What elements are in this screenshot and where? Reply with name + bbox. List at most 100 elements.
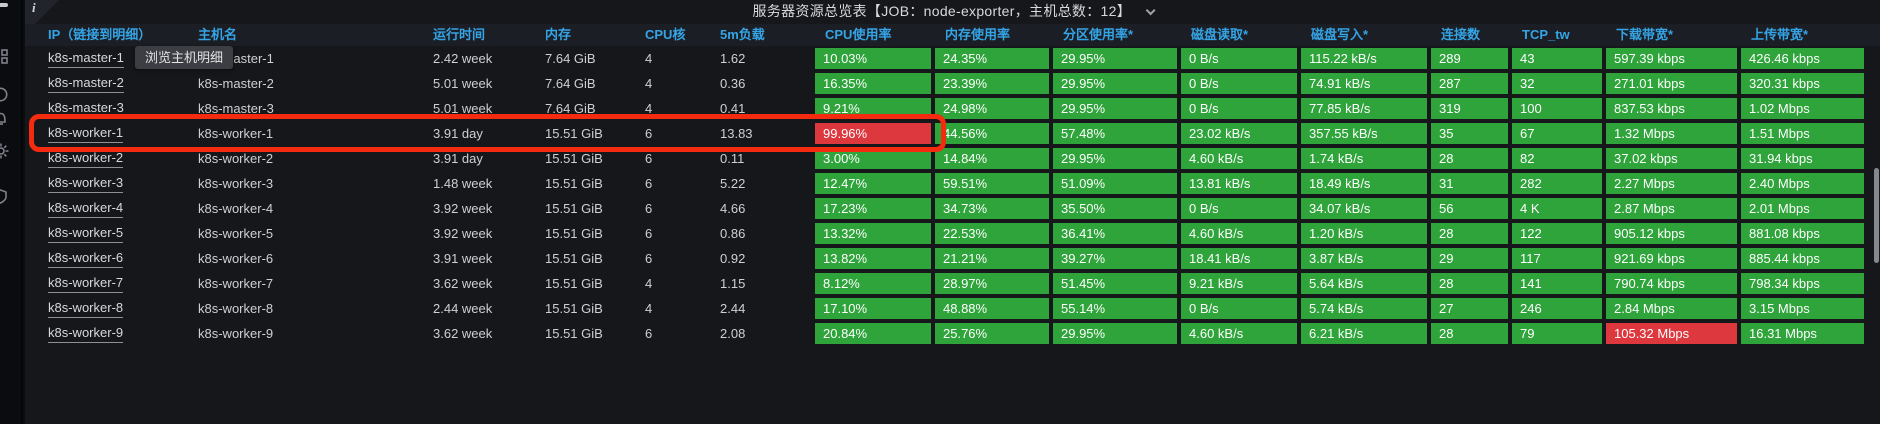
text-cell: 6: [645, 126, 653, 141]
metric-cell-wrap: 56: [1431, 196, 1512, 221]
metric-cell: 36.41%: [1053, 223, 1177, 244]
metric-cell: 115.22 kB/s: [1301, 48, 1427, 69]
table-row: k8s-worker-7 k8s-worker-7 3.62 week 15.51 G…: [38, 271, 1868, 296]
metric-cell: 4 K: [1512, 198, 1602, 219]
metric-cell-wrap: 34.73%: [935, 196, 1053, 221]
ip-link[interactable]: k8s-worker-4: [48, 200, 124, 218]
logo-icon[interactable]: [0, 3, 8, 7]
col-header-14[interactable]: 上传带宽*: [1751, 27, 1809, 42]
metric-cell-wrap: 122: [1512, 221, 1606, 246]
metric-cell: 21.21%: [935, 248, 1049, 269]
col-header-7[interactable]: 内存使用率: [945, 27, 1011, 42]
ip-link[interactable]: k8s-worker-9: [48, 325, 124, 343]
col-header-0[interactable]: IP（链接到明细）: [48, 27, 152, 42]
metric-cell-wrap: 5.64 kB/s: [1301, 271, 1431, 296]
metric-cell-wrap: 21.21%: [935, 246, 1053, 271]
metric-cell-wrap: 43: [1512, 46, 1606, 71]
metric-cell: 105.32 Mbps: [1606, 323, 1737, 344]
panel-title[interactable]: 服务器资源总览表【JOB：node-exporter，主机总数：12】: [752, 3, 1131, 19]
table-row: k8s-worker-2 k8s-worker-2 3.91 day 15.51 Gi…: [38, 146, 1868, 171]
metric-cell: 282: [1512, 173, 1602, 194]
metric-cell: 25.76%: [935, 323, 1049, 344]
text-cell: 6: [645, 226, 653, 241]
metric-cell: 48.88%: [935, 298, 1049, 319]
text-cell: k8s-worker-8: [198, 301, 274, 316]
col-header-5[interactable]: 5m负载: [720, 27, 765, 42]
metric-cell: 319: [1431, 98, 1508, 119]
col-header-12[interactable]: TCP_tw: [1522, 27, 1570, 42]
vertical-scrollbar[interactable]: [1874, 168, 1879, 263]
metric-cell-wrap: 8.12%: [815, 271, 935, 296]
text-cell: 3.92 week: [433, 226, 493, 241]
ip-cell: k8s-worker-6: [38, 246, 188, 271]
ip-link[interactable]: k8s-worker-1: [48, 125, 124, 143]
ip-link[interactable]: k8s-master-3: [48, 100, 124, 118]
metric-cell-wrap: 29.95%: [1053, 46, 1181, 71]
metric-cell-wrap: 141: [1512, 271, 1606, 296]
metric-cell: 51.45%: [1053, 273, 1177, 294]
metric-cell: 44.56%: [935, 123, 1049, 144]
col-header-10[interactable]: 磁盘写入*: [1311, 27, 1369, 42]
col-header-9[interactable]: 磁盘读取*: [1191, 27, 1249, 42]
metric-cell: 597.39 kbps: [1606, 48, 1737, 69]
panel-title-bar[interactable]: 服务器资源总览表【JOB：node-exporter，主机总数：12】: [25, 0, 1880, 23]
text-cell: 3.91 week: [433, 251, 493, 266]
metric-cell-wrap: 34.07 kB/s: [1301, 196, 1431, 221]
col-header-11[interactable]: 连接数: [1441, 27, 1481, 42]
metric-cell-wrap: 22.53%: [935, 221, 1053, 246]
metric-cell: 51.09%: [1053, 173, 1177, 194]
text-cell: 6: [645, 326, 653, 341]
text-cell: 15.51 GiB: [545, 226, 603, 241]
col-header-8[interactable]: 分区使用率*: [1063, 27, 1134, 42]
settings-icon[interactable]: [0, 142, 10, 160]
text-cell: 3.62 week: [433, 276, 493, 291]
shield-icon[interactable]: [0, 188, 9, 205]
metric-cell: 59.51%: [935, 173, 1049, 194]
col-header-2[interactable]: 运行时间: [433, 27, 486, 42]
ip-link[interactable]: k8s-worker-7: [48, 275, 124, 293]
text-cell: k8s-master-3: [198, 101, 274, 116]
ip-link[interactable]: k8s-master-1: [48, 50, 124, 68]
ip-link[interactable]: k8s-master-2: [48, 75, 124, 93]
ip-link[interactable]: k8s-worker-2: [48, 150, 124, 168]
metric-cell-wrap: 16.35%: [815, 71, 935, 96]
metric-cell: 320.31 kbps: [1741, 73, 1864, 94]
metric-cell: 0 B/s: [1181, 73, 1297, 94]
text-cell: 0.36: [720, 76, 746, 91]
ip-link[interactable]: k8s-worker-8: [48, 300, 124, 318]
metric-cell-wrap: 1.51 Mbps: [1741, 121, 1868, 146]
metric-cell-wrap: 597.39 kbps: [1606, 46, 1741, 71]
text-cell: 3.92 week: [433, 201, 493, 216]
metric-cell-wrap: 24.98%: [935, 96, 1053, 121]
text-cell: 15.51 GiB: [545, 276, 603, 291]
text-cell: 15.51 GiB: [545, 251, 603, 266]
dashboards-icon[interactable]: [0, 48, 9, 65]
metric-cell: 16.31 Mbps: [1741, 323, 1864, 344]
chevron-down-icon[interactable]: [1146, 5, 1157, 16]
col-header-6[interactable]: CPU使用率: [825, 27, 892, 42]
ip-link[interactable]: k8s-worker-6: [48, 250, 124, 268]
alerting-icon[interactable]: [0, 110, 9, 127]
metric-cell-wrap: 29.95%: [1053, 71, 1181, 96]
ip-cell: k8s-worker-8: [38, 296, 188, 321]
col-header-3[interactable]: 内存: [545, 27, 572, 42]
metric-cell: 2.27 Mbps: [1606, 173, 1737, 194]
metric-cell-wrap: 1.74 kB/s: [1301, 146, 1431, 171]
ip-link[interactable]: k8s-worker-3: [48, 175, 124, 193]
metric-cell-wrap: 28: [1431, 146, 1512, 171]
metric-cell-wrap: 881.08 kbps: [1741, 221, 1868, 246]
metric-cell-wrap: 18.41 kB/s: [1181, 246, 1301, 271]
metric-cell-wrap: 23.02 kB/s: [1181, 121, 1301, 146]
metric-cell-wrap: 39.27%: [1053, 246, 1181, 271]
info-icon[interactable]: i: [32, 0, 36, 15]
ip-link[interactable]: k8s-worker-5: [48, 225, 124, 243]
metric-cell: 0 B/s: [1181, 198, 1297, 219]
explore-icon[interactable]: [0, 86, 9, 103]
col-header-13[interactable]: 下载带宽*: [1616, 27, 1674, 42]
text-cell: 5.01 week: [433, 76, 493, 91]
col-header-1[interactable]: 主机名: [198, 27, 238, 42]
text-cell: 15.51 GiB: [545, 126, 603, 141]
table-row: k8s-worker-9 k8s-worker-9 3.62 week 15.51 G…: [38, 321, 1868, 346]
col-header-4[interactable]: CPU核: [645, 27, 686, 42]
metric-cell-wrap: 51.45%: [1053, 271, 1181, 296]
